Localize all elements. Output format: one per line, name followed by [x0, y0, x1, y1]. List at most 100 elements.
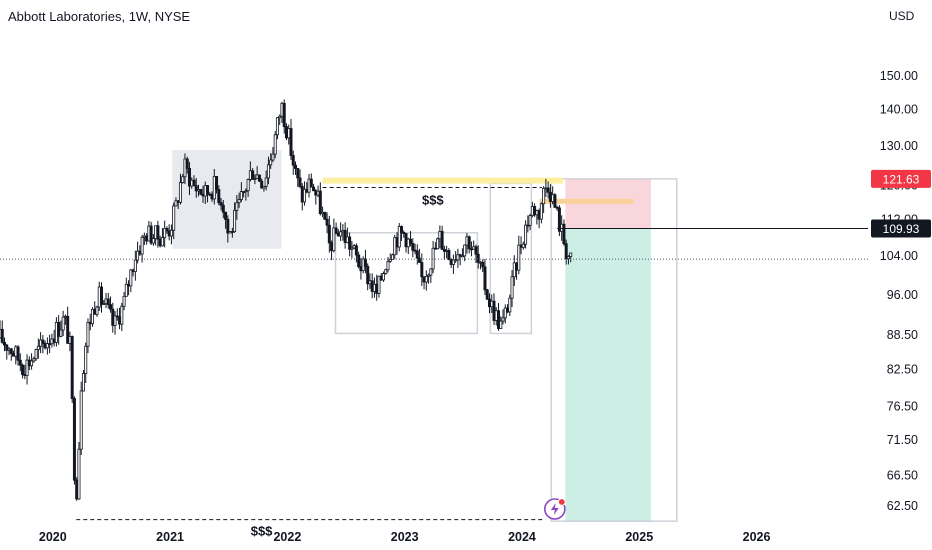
y-tick-label: 82.50 — [887, 363, 918, 377]
candle-body — [503, 307, 507, 319]
candle-body — [206, 185, 210, 195]
candle-body — [566, 256, 570, 260]
candle-body — [476, 253, 480, 263]
candle-body — [45, 343, 49, 349]
annotation-box-1 — [172, 149, 282, 249]
candle-body — [70, 336, 74, 399]
candle-body — [124, 283, 128, 297]
x-tick-label: 2025 — [625, 530, 653, 544]
candle-body — [246, 179, 250, 192]
overlays-layer: $$$ $$$ — [0, 187, 868, 539]
candle-body — [25, 359, 29, 376]
candle-body — [79, 390, 83, 450]
candle-body — [140, 236, 144, 255]
liquidity-label-low: $$$ — [251, 524, 273, 539]
candle-body — [30, 360, 34, 367]
candle-body — [102, 303, 106, 306]
candle-body — [557, 207, 561, 232]
candle-body — [278, 115, 282, 119]
candle-body — [440, 230, 444, 250]
candle-body — [32, 358, 36, 362]
candle-body — [133, 259, 137, 273]
candle-body — [467, 236, 471, 250]
candle-body — [562, 223, 566, 245]
candle-body — [262, 185, 266, 189]
candle-body — [266, 164, 270, 179]
candle-body — [81, 373, 85, 392]
candle-body — [178, 182, 182, 203]
candle-body — [501, 317, 505, 322]
candle-body — [327, 224, 331, 244]
x-tick-label: 2023 — [391, 530, 419, 544]
candle-body — [235, 202, 239, 211]
candle-body — [275, 117, 279, 136]
candle-body — [420, 262, 424, 278]
zones-layer — [172, 149, 678, 522]
candle-body — [9, 348, 13, 355]
candle-body — [339, 231, 343, 237]
y-tick-label: 96.00 — [887, 288, 918, 302]
x-tick-label: 2024 — [508, 530, 536, 544]
y-tick-label: 140.00 — [880, 103, 918, 117]
take-profit-zone — [565, 228, 651, 522]
candle-body — [169, 229, 173, 237]
candle-body — [460, 255, 464, 258]
currency-label[interactable]: USD — [889, 9, 915, 23]
candle-body — [384, 269, 388, 274]
candle-body — [303, 188, 307, 203]
candle-body — [224, 211, 228, 220]
price-badge-1 — [871, 169, 931, 188]
candle-body — [454, 259, 458, 262]
candle-body — [237, 199, 241, 204]
candle-body — [377, 275, 381, 294]
candle-body — [95, 306, 99, 315]
chart-title: Abbott Laboratories, 1W, NYSE — [8, 9, 191, 24]
candle-body — [483, 266, 487, 291]
candle-body — [386, 260, 390, 271]
candle-body — [474, 246, 478, 255]
candle-body — [185, 158, 189, 169]
candle-body — [226, 218, 230, 234]
candle-body — [230, 231, 234, 233]
candle-body — [84, 345, 88, 374]
candle-body — [521, 243, 525, 248]
candle-body — [16, 346, 20, 361]
candle-body — [5, 344, 9, 351]
candle-body — [400, 226, 404, 233]
candle-body — [363, 258, 367, 267]
candle-body — [354, 245, 358, 256]
candle-body — [546, 187, 550, 193]
candle-body — [499, 320, 503, 329]
candle-body — [431, 247, 435, 270]
candle-body — [564, 243, 568, 260]
candle-body — [481, 261, 485, 268]
candle-body — [194, 185, 198, 192]
candle-body — [456, 254, 460, 261]
candle-body — [217, 189, 221, 203]
candle-body — [325, 218, 329, 226]
candle-body — [160, 237, 164, 247]
candle-body — [323, 211, 327, 220]
candle-body — [233, 209, 237, 233]
candle-body — [350, 247, 354, 250]
x-tick-label: 2026 — [743, 530, 771, 544]
candle-body — [0, 328, 4, 343]
y-tick-label: 104.00 — [880, 249, 918, 263]
y-axis: 150.00140.00130.00120.00112.00104.0096.0… — [871, 69, 931, 513]
price-badge-text: 109.93 — [883, 222, 920, 236]
candle-body — [569, 252, 573, 257]
candle-body — [21, 364, 25, 375]
y-tick-label: 62.50 — [887, 499, 918, 513]
y-tick-label: 130.00 — [880, 139, 918, 153]
candle-body — [120, 305, 124, 325]
candle-body — [510, 276, 514, 299]
candle-body — [181, 176, 185, 184]
candle-body — [542, 188, 546, 205]
price-badge-2 — [871, 219, 931, 238]
candle-body — [436, 238, 440, 250]
candle-body — [334, 227, 338, 234]
candle-body — [458, 254, 462, 257]
candle-body — [402, 232, 406, 234]
candle-body — [381, 273, 385, 281]
